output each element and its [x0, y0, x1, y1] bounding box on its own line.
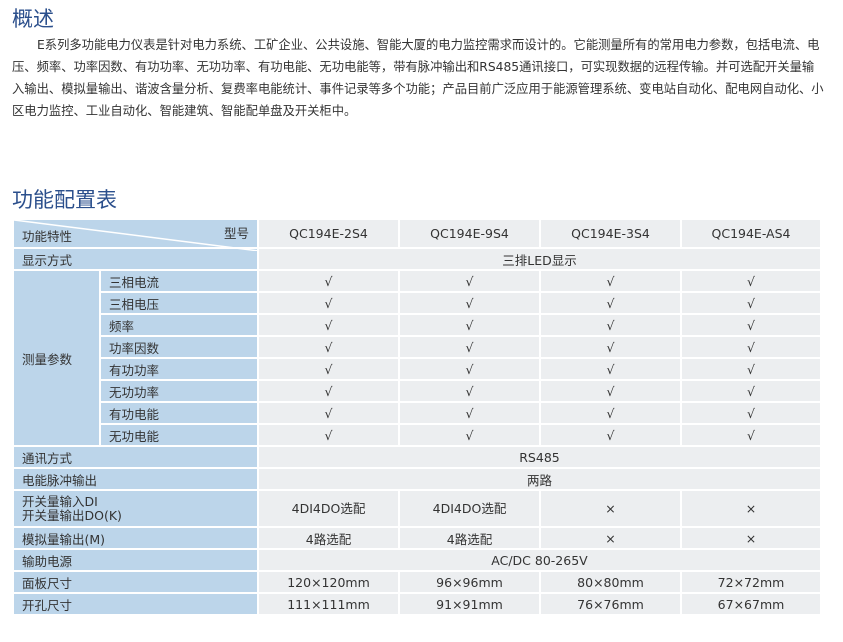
row-label: 有功功率 [99, 357, 259, 381]
config-table: 型号 功能特性 QC194E-2S4 QC194E-9S4 QC194E-3S4… [12, 218, 822, 616]
row-label: 频率 [99, 313, 259, 337]
table-row: 开孔尺寸 111×111mm 91×91mm 76×76mm 67×67mm [12, 592, 822, 616]
cell: 91×91mm [398, 592, 541, 616]
row-label: 三相电流 [99, 269, 259, 293]
check-mark: √ [539, 335, 682, 359]
check-mark: √ [398, 379, 541, 403]
check-mark: √ [257, 423, 400, 447]
check-mark: √ [398, 313, 541, 337]
check-mark: √ [257, 313, 400, 337]
table-row: 功率因数 √ √ √ √ [13, 335, 822, 359]
table-row: 无功电能 √ √ √ √ [13, 423, 822, 447]
corner-feature-label: 功能特性 [22, 229, 73, 244]
check-mark: √ [680, 401, 822, 425]
header-row: 型号 功能特性 QC194E-2S4 QC194E-9S4 QC194E-3S4… [12, 218, 822, 251]
cell: 4路选配 [257, 526, 400, 550]
table-row: 有功功率 √ √ √ √ [13, 357, 822, 381]
row-label: 功率因数 [99, 335, 259, 359]
table-row: 输助电源 AC/DC 80-265V [12, 548, 822, 572]
row-label: 输助电源 [12, 548, 259, 572]
check-mark: √ [680, 291, 822, 315]
row-label: 显示方式 [12, 247, 259, 271]
check-mark: √ [680, 269, 822, 293]
label-line: 开关量输出DO(K) [22, 507, 122, 523]
check-mark: √ [539, 269, 682, 293]
cell: 80×80mm [539, 570, 682, 594]
check-mark: √ [398, 357, 541, 381]
check-mark: √ [680, 379, 822, 403]
check-mark: √ [680, 423, 822, 447]
model-header: QC194E-3S4 [539, 218, 682, 249]
check-mark: √ [398, 423, 541, 447]
table-row: 无功功率 √ √ √ √ [13, 379, 822, 403]
table-row: 电能脉冲输出 两路 [12, 467, 822, 491]
row-label: 无功功率 [99, 379, 259, 403]
check-mark: √ [257, 291, 400, 315]
cell: 67×67mm [680, 592, 822, 616]
cell: 111×111mm [257, 592, 400, 616]
row-label: 三相电压 [99, 291, 259, 315]
row-label: 通讯方式 [12, 445, 259, 469]
model-header: QC194E-9S4 [398, 218, 541, 249]
check-mark: √ [680, 357, 822, 381]
corner-cell: 型号 功能特性 [12, 218, 259, 251]
model-header: QC194E-AS4 [680, 218, 822, 249]
check-mark: √ [539, 357, 682, 381]
cell: RS485 [257, 445, 822, 469]
check-mark: √ [398, 291, 541, 315]
check-mark: √ [398, 269, 541, 293]
table-row: 频率 √ √ √ √ [13, 313, 822, 337]
cell: 96×96mm [398, 570, 541, 594]
check-mark: √ [257, 357, 400, 381]
table-row: 显示方式 三排LED显示 [12, 247, 822, 271]
check-mark: √ [257, 401, 400, 425]
cell: AC/DC 80-265V [257, 548, 822, 572]
cell: 4DI4DO选配 [398, 489, 541, 528]
check-mark: √ [539, 423, 682, 447]
cell: × [539, 489, 682, 528]
cell: 76×76mm [539, 592, 682, 616]
table-row: 三相电压 √ √ √ √ [13, 291, 822, 315]
cell: 4DI4DO选配 [257, 489, 400, 528]
cell: × [539, 526, 682, 550]
check-mark: √ [539, 313, 682, 337]
table-row: 开关量输入DI 开关量输出DO(K) 4DI4DO选配 4DI4DO选配 × × [12, 489, 822, 528]
row-label: 开关量输入DI 开关量输出DO(K) [12, 489, 259, 528]
row-label: 有功电能 [99, 401, 259, 425]
check-mark: √ [680, 335, 822, 359]
table-row: 有功电能 √ √ √ √ [13, 401, 822, 425]
cell: 4路选配 [398, 526, 541, 550]
overview-title: 概述 [12, 7, 54, 31]
row-group-label: 测量参数 [12, 269, 101, 447]
corner-model-label: 型号 [223, 226, 249, 241]
row-label: 模拟量输出(M) [12, 526, 259, 550]
label-line: 开关量输入DI [22, 493, 98, 509]
overview-text: E系列多功能电力仪表是针对电力系统、工矿企业、公共设施、智能大厦的电力监控需求而… [12, 38, 824, 118]
table-row: 通讯方式 RS485 [12, 445, 822, 469]
check-mark: √ [257, 269, 400, 293]
check-mark: √ [398, 335, 541, 359]
check-mark: √ [539, 401, 682, 425]
table-title: 功能配置表 [12, 188, 117, 212]
check-mark: √ [398, 401, 541, 425]
check-mark: √ [680, 313, 822, 337]
cell: 72×72mm [680, 570, 822, 594]
table-row: 测量参数 三相电流 √ √ √ √ [12, 269, 822, 447]
row-label: 面板尺寸 [12, 570, 259, 594]
check-mark: √ [539, 291, 682, 315]
cell: × [680, 489, 822, 528]
row-label: 电能脉冲输出 [12, 467, 259, 491]
table-row: 面板尺寸 120×120mm 96×96mm 80×80mm 72×72mm [12, 570, 822, 594]
row-label: 开孔尺寸 [12, 592, 259, 616]
cell: × [680, 526, 822, 550]
check-mark: √ [257, 379, 400, 403]
cell: 三排LED显示 [257, 247, 822, 271]
model-header: QC194E-2S4 [257, 218, 400, 249]
check-mark: √ [257, 335, 400, 359]
cell: 两路 [257, 467, 822, 491]
check-mark: √ [539, 379, 682, 403]
table-row: 模拟量输出(M) 4路选配 4路选配 × × [12, 526, 822, 550]
row-label: 无功电能 [99, 423, 259, 447]
cell: 120×120mm [257, 570, 400, 594]
